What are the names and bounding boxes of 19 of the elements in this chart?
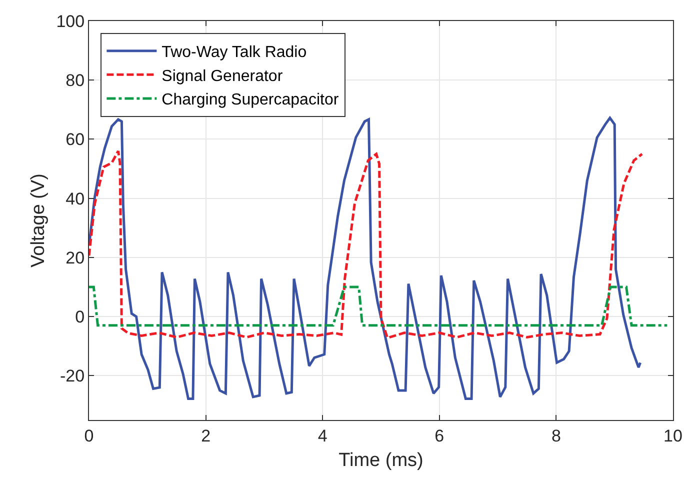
y-tick-label: 40	[66, 189, 85, 208]
x-tick-label: 2	[201, 426, 211, 446]
x-tick-label: 4	[318, 426, 328, 446]
y-axis-title: Voltage (V)	[28, 174, 50, 268]
y-tick-label: 60	[66, 130, 85, 150]
y-tick-label: 100	[56, 12, 85, 31]
x-tick-label: 10	[664, 426, 682, 446]
legend-label: Two-Way Talk Radio	[162, 44, 307, 62]
x-tick-label: 6	[434, 426, 444, 446]
legend-label: Signal Generator	[162, 68, 284, 85]
y-tick-label: 0	[75, 308, 85, 327]
y-tick-label: -20	[60, 366, 85, 386]
y-tick-label: 20	[66, 248, 85, 268]
x-axis-title: Time (ms)	[338, 450, 424, 472]
line-series	[89, 150, 644, 340]
x-tick-label: 8	[551, 426, 561, 446]
y-tick-label: 80	[66, 71, 85, 90]
legend-label: Charging Supercapacitor	[162, 92, 340, 109]
line-series	[89, 116, 642, 400]
